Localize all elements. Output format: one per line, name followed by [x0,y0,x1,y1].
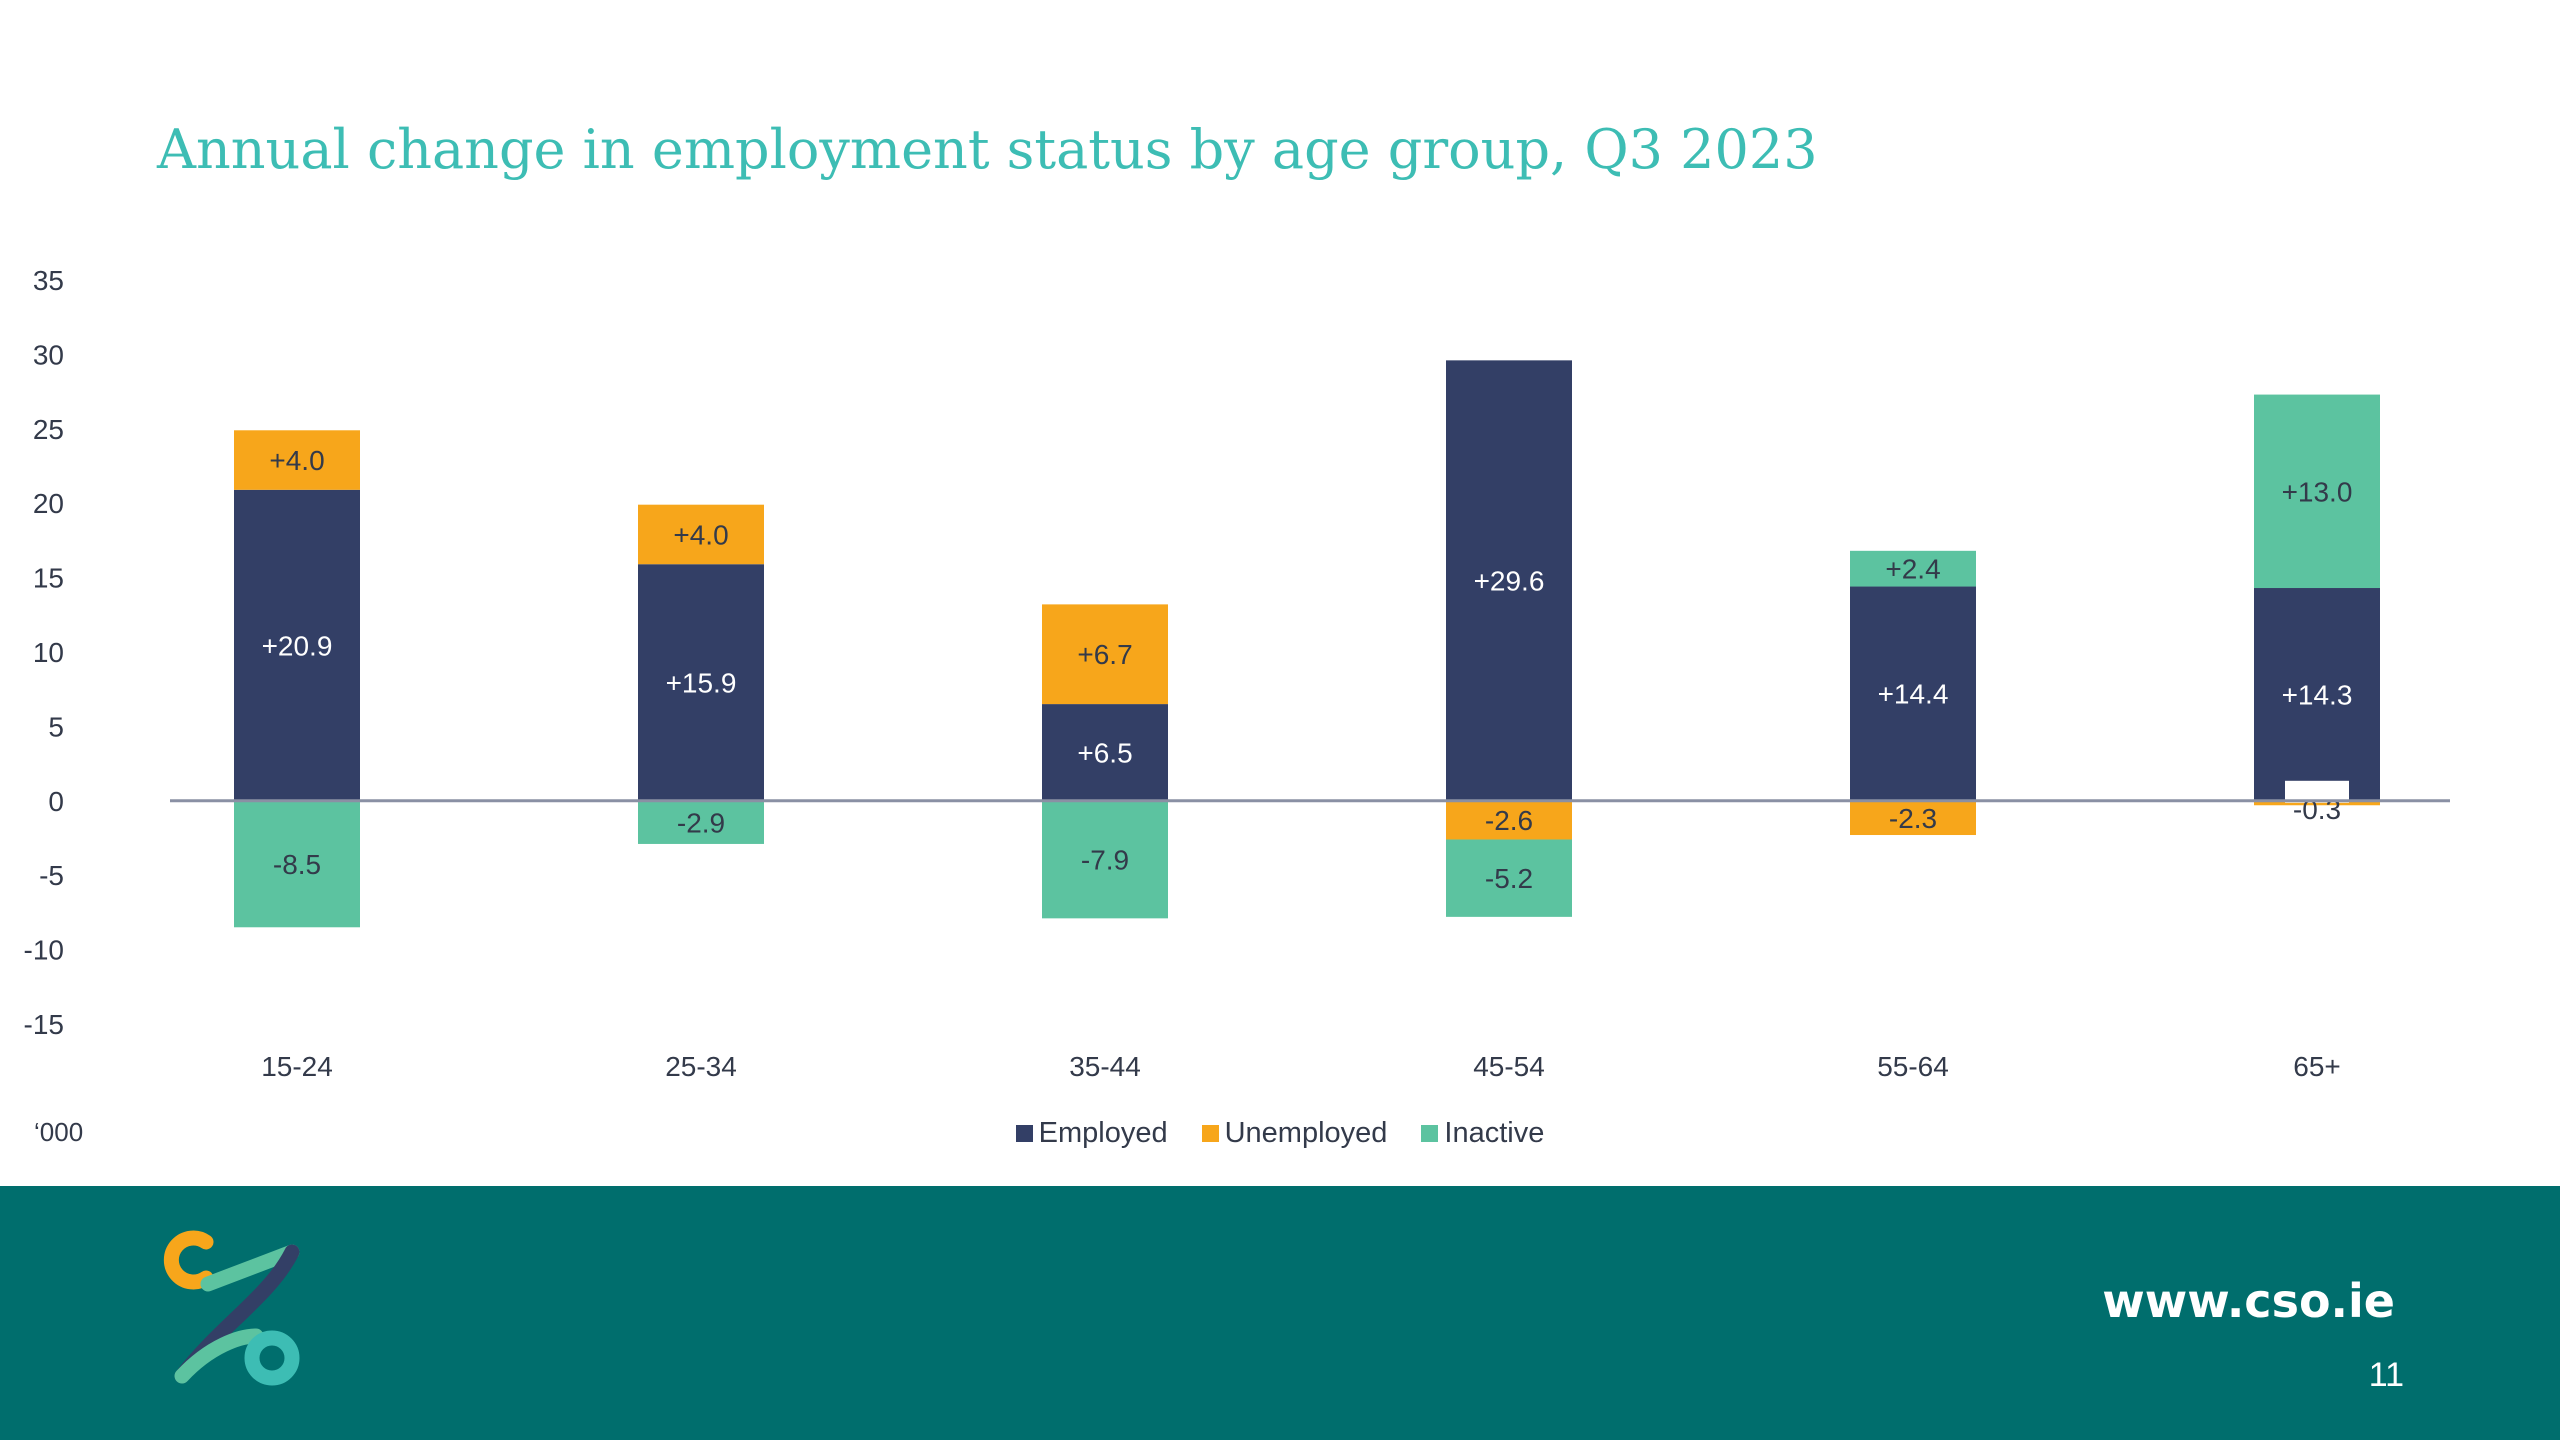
data-label: -2.6 [1485,805,1533,836]
data-label: +14.3 [2282,679,2353,710]
legend-item-employed: Employed [1015,1117,1168,1150]
cso-logo-icon [163,1230,300,1386]
data-label: +6.7 [1077,639,1132,670]
data-label: +13.0 [2282,476,2353,507]
y-tick-label: 0 [48,786,64,817]
bar-employed [638,564,764,801]
y-tick-label: 15 [33,563,64,594]
y-tick-label: 5 [48,711,64,742]
y-tick-label: 25 [33,414,64,445]
legend-label-unemployed: Unemployed [1224,1117,1388,1149]
bar-employed [234,489,360,801]
x-tick-label: 65+ [2293,1051,2341,1082]
y-tick-label: 30 [33,339,64,370]
legend: Employed Unemployed Inactive [0,1117,2560,1150]
y-tick-label: -5 [39,860,64,891]
bar-unemployed [2254,800,2380,806]
legend-label-inactive: Inactive [1444,1117,1545,1149]
bar-unemployed [638,504,764,565]
bar-inactive [234,800,360,928]
legend-label-employed: Employed [1038,1117,1168,1149]
bar-employed [1850,586,1976,801]
legend-swatch-unemployed [1201,1125,1219,1142]
legend-item-unemployed: Unemployed [1201,1117,1388,1150]
data-label: +15.9 [666,668,737,699]
legend-swatch-inactive [1421,1125,1439,1142]
bar-inactive [1850,550,1976,587]
bar-unemployed [1042,604,1168,705]
legend-item-inactive: Inactive [1421,1117,1544,1150]
data-label: -2.9 [677,807,725,838]
y-tick-label: 20 [33,488,64,519]
x-tick-label: 25-34 [665,1051,737,1082]
data-label: -2.3 [1889,803,1937,834]
data-label: +20.9 [262,630,333,661]
y-tick-label: 10 [33,637,64,668]
stacked-bar-chart: 35 30 25 20 15 10 5 0 -5 -10 -15 +20.9 +4.0 -8.5 15-24… [24,265,2450,1082]
data-label: -8.5 [273,849,321,880]
x-tick-label: 35-44 [1069,1051,1141,1082]
page-number: 11 [2368,1356,2404,1394]
bar-employed [1446,360,1572,801]
x-tick-label: 45-54 [1473,1051,1545,1082]
bar-inactive [2254,394,2380,589]
data-label: +4.0 [269,445,324,476]
data-label: +2.4 [1885,554,1940,585]
bar-inactive [1446,839,1572,917]
data-label: +14.4 [1878,679,1949,710]
y-tick-label: -10 [24,935,64,966]
bar-employed [2254,588,2380,801]
bar-inactive [638,800,764,844]
x-tick-label: 55-64 [1877,1051,1949,1082]
data-label: +29.6 [1474,566,1545,597]
y-tick-label: 35 [33,265,64,296]
bar-unemployed [1446,800,1572,840]
data-label: -5.2 [1485,863,1533,894]
x-tick-label: 15-24 [261,1051,333,1082]
footer-bar: www.cso.ie 11 [0,1186,2560,1440]
data-label: -7.9 [1081,845,1129,876]
chart-title: Annual change in employment status by ag… [157,118,1818,181]
data-label: -0.3 [2293,794,2341,825]
data-label: +4.0 [673,519,728,550]
unit-label: ‘000 [34,1117,84,1147]
legend-swatch-employed [1015,1125,1033,1142]
bar-unemployed [1850,800,1976,836]
bar-inactive [1042,800,1168,919]
footer-url[interactable]: www.cso.ie [2102,1274,2395,1328]
y-tick-label: -15 [24,1009,64,1040]
bar-employed [1042,704,1168,801]
data-label: +6.5 [1077,737,1132,768]
bar-unemployed [234,430,360,490]
data-label-backdrop [2285,780,2349,803]
